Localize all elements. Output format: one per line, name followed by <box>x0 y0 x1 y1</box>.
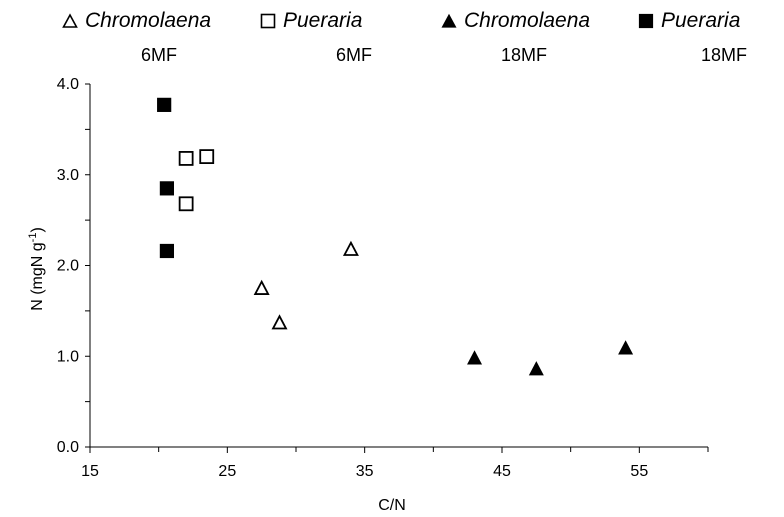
legend-series-sublabel: 18MF <box>701 45 748 65</box>
y-tick-label: 2.0 <box>57 258 79 275</box>
data-point-triangle <box>467 350 483 365</box>
y-axis-title-end: ) <box>29 227 46 232</box>
legend-series-name: Pueraria <box>283 9 363 32</box>
y-axis-title-superscript: -1 <box>27 233 39 243</box>
data-point-square <box>157 97 172 112</box>
data-point-triangle <box>271 314 288 330</box>
y-axis-title: N (mgN g-1) <box>27 227 46 311</box>
legend-series-sublabel: 18MF <box>501 45 548 65</box>
y-tick-label: 0.0 <box>57 439 79 456</box>
x-axis-ticks: 15 25 35 45 55 <box>81 447 709 480</box>
legend: Chromolaena 6MF Pueraria 6MF Chromolaena… <box>0 0 784 80</box>
triangle-open-marker-icon <box>62 13 78 29</box>
legend-series-name: Chromolaena <box>85 9 212 32</box>
square-filled-marker-icon <box>638 14 654 29</box>
data-point-square <box>159 243 175 259</box>
x-tick-label: 45 <box>493 463 511 480</box>
legend-series-sublabel: 6MF <box>336 45 372 65</box>
y-tick-label: 4.0 <box>57 76 79 93</box>
y-axis-title-text: N (mgN g <box>29 242 46 310</box>
x-tick-label: 55 <box>630 463 648 480</box>
data-point-square <box>159 181 175 196</box>
data-point-square <box>178 196 194 212</box>
y-tick-label: 3.0 <box>57 167 79 184</box>
data-point-square <box>199 149 215 165</box>
data-point-triangle <box>528 361 544 376</box>
y-axis-ticks: 0.0 1.0 2.0 3.0 4.0 <box>57 76 90 456</box>
x-axis-title: C/N <box>378 497 406 514</box>
data-point-triangle <box>342 240 359 256</box>
x-tick-label: 35 <box>356 463 374 480</box>
legend-series-name: Pueraria <box>661 9 741 32</box>
axes <box>89 84 708 448</box>
y-tick-label: 1.0 <box>57 348 79 365</box>
square-open-marker-icon <box>260 14 276 29</box>
data-point-triangle <box>618 340 634 355</box>
legend-series-sublabel: 6MF <box>141 45 177 65</box>
triangle-filled-marker-icon <box>441 14 457 29</box>
x-tick-label: 25 <box>218 463 236 480</box>
x-tick-label: 15 <box>81 463 99 480</box>
data-point-square <box>178 151 194 166</box>
data-points <box>157 97 634 376</box>
data-point-triangle <box>253 279 270 295</box>
legend-series-name: Chromolaena <box>464 9 591 32</box>
